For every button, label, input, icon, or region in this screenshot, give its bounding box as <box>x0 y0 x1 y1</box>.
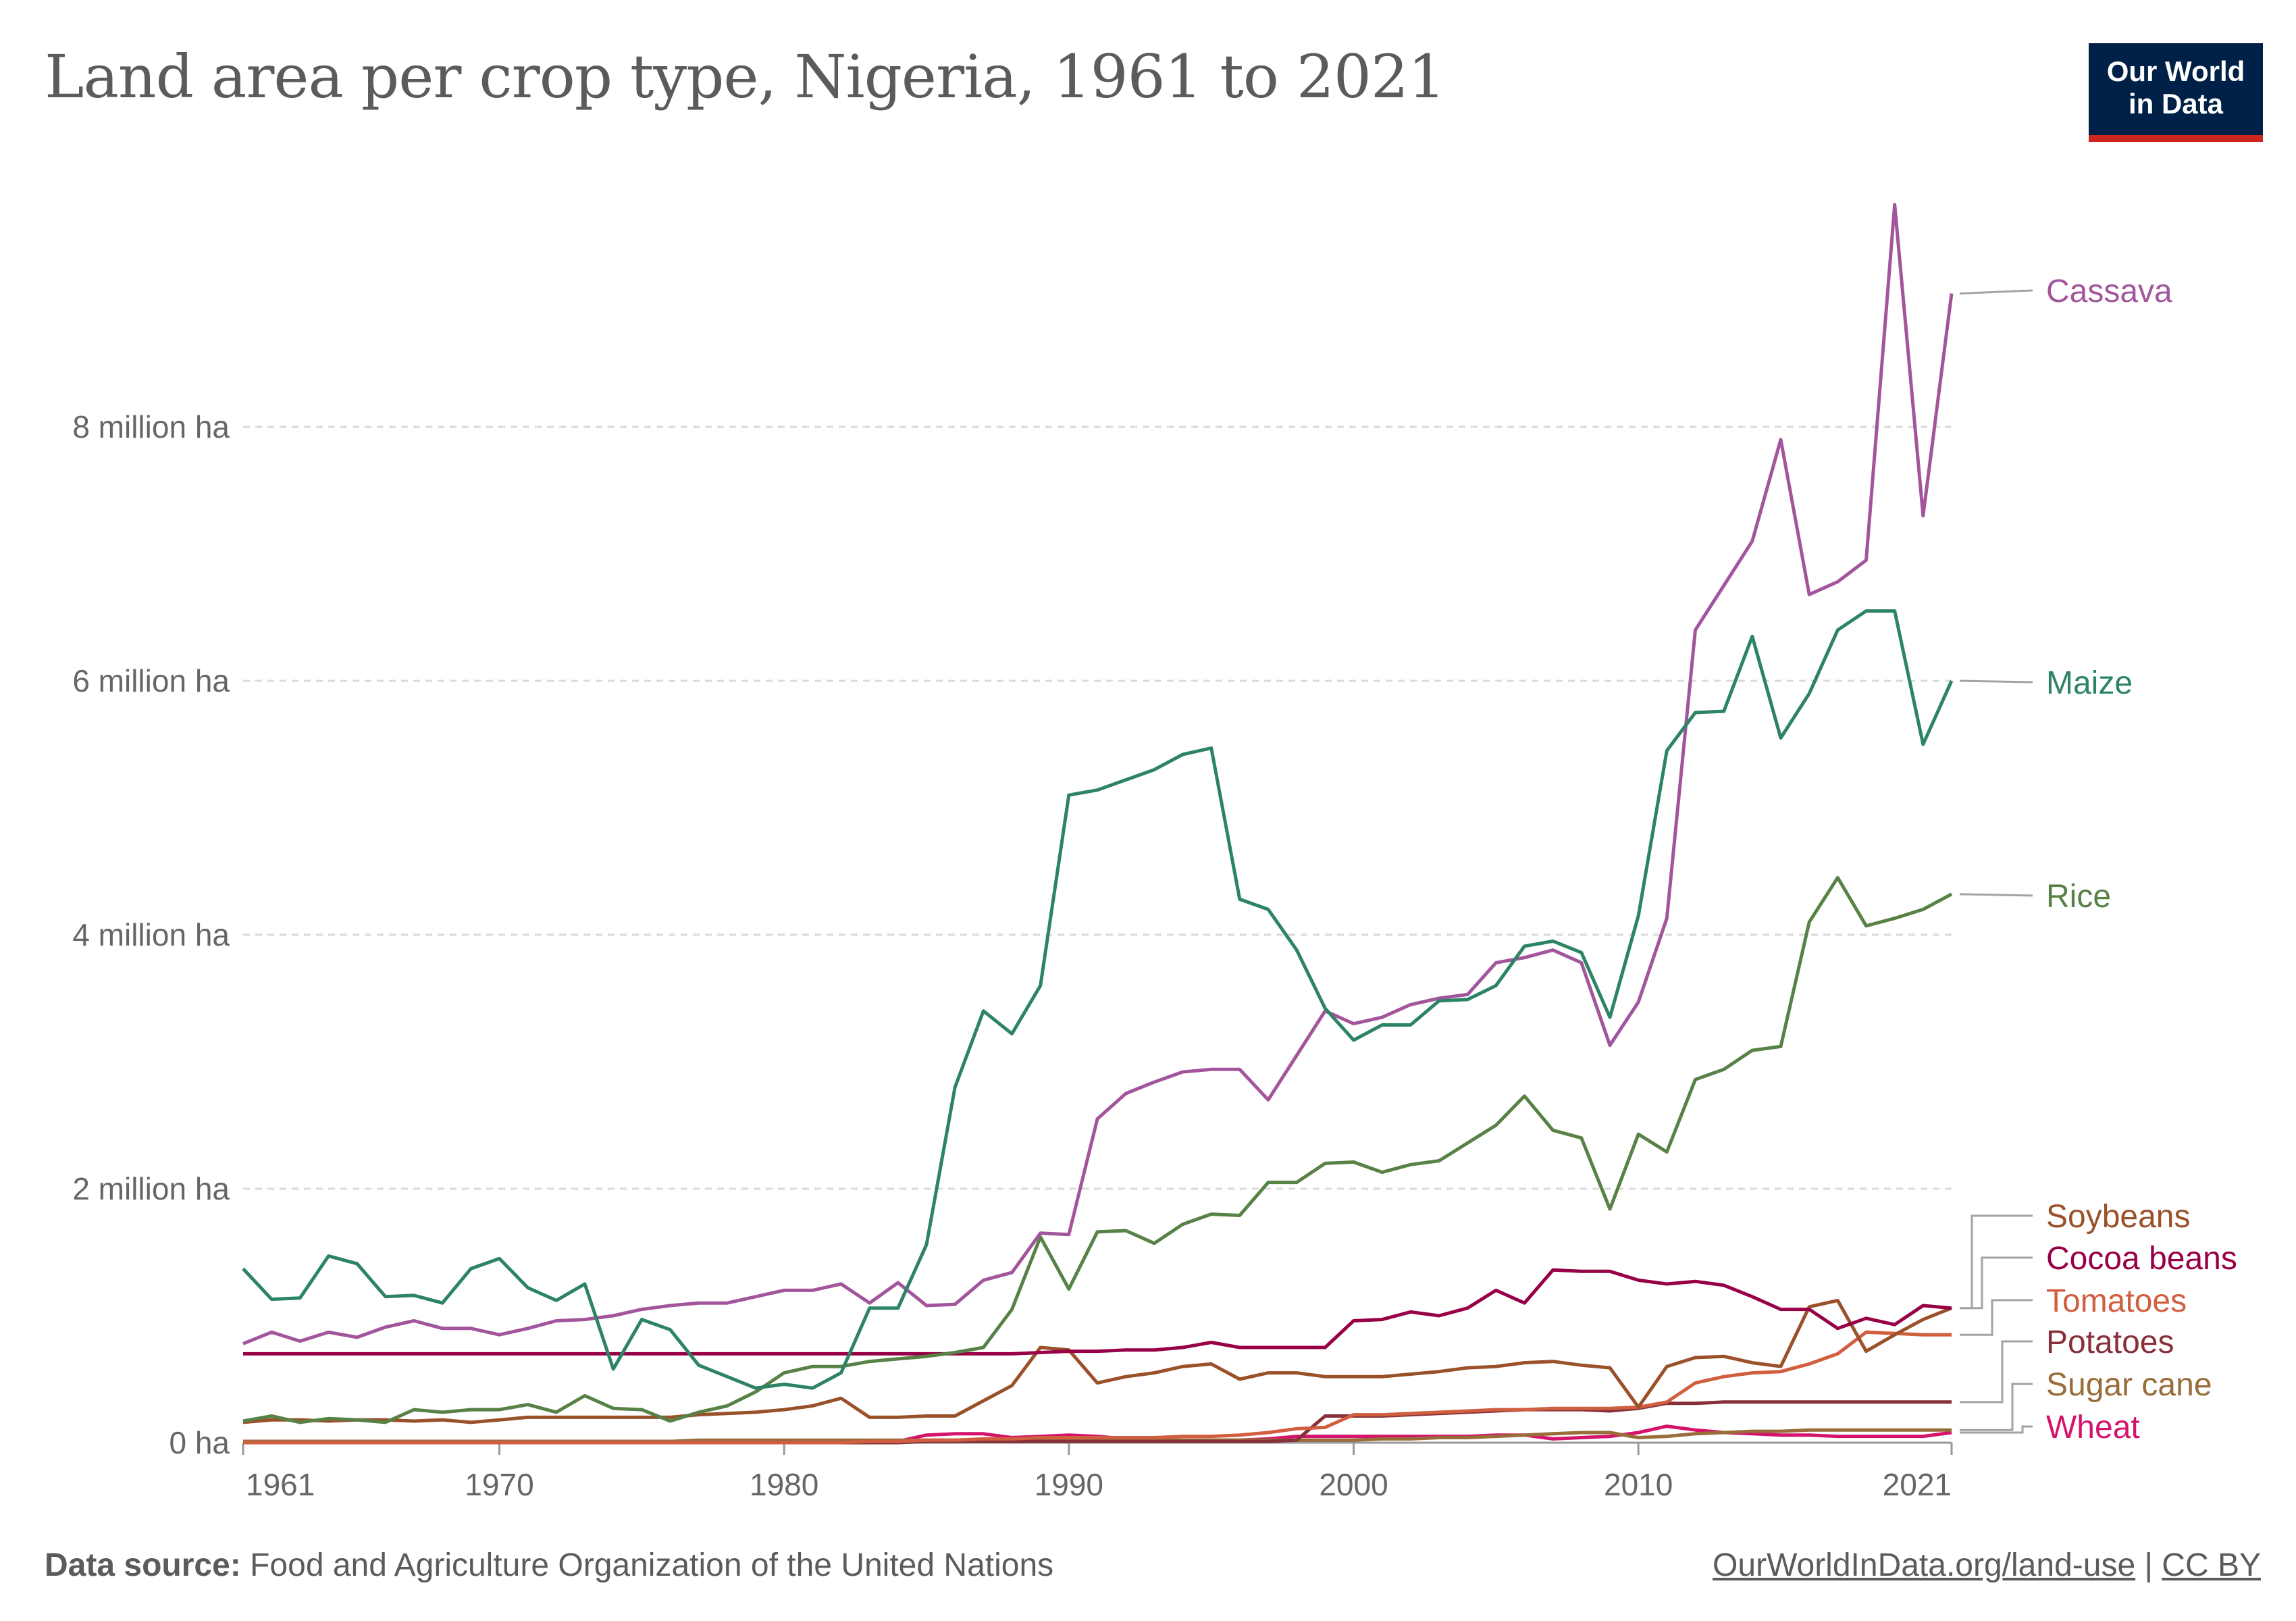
footer-separator: | <box>2144 1547 2153 1583</box>
source-link[interactable]: OurWorldInData.org/land-use <box>1713 1547 2136 1583</box>
label-connector <box>1960 1214 2033 1310</box>
label-connector <box>1960 1425 2033 1434</box>
y-tick-label: 6 million ha <box>72 663 230 698</box>
label-connector <box>1960 1340 2033 1404</box>
series-line-cassava[interactable] <box>242 203 1954 1345</box>
series-label-rice[interactable]: Rice <box>2046 879 2111 915</box>
y-tick-label: 2 million ha <box>72 1171 230 1206</box>
label-connector <box>1959 679 2033 684</box>
footer-links: OurWorldInData.org/land-use | CC BY <box>1713 1547 2261 1584</box>
logo-accent-bar <box>2089 135 2263 142</box>
y-tick-label: 0 ha <box>169 1425 230 1460</box>
data-source-text: Food and Agriculture Organization of the… <box>250 1547 1054 1583</box>
series-line-tomatoes[interactable] <box>243 1330 1952 1445</box>
series-label-wheat[interactable]: Wheat <box>2046 1410 2140 1445</box>
x-tick-label: 2010 <box>1604 1467 1673 1502</box>
label-connector <box>1959 893 2033 897</box>
label-connector <box>1959 289 2033 295</box>
series-label-potatoes[interactable]: Potatoes <box>2046 1324 2174 1360</box>
y-tick-label: 8 million ha <box>72 409 230 444</box>
data-source-label: Data source: <box>45 1547 241 1583</box>
series-label-sugar-cane[interactable]: Sugar cane <box>2046 1367 2212 1403</box>
chart-title: Land area per crop type, Nigeria, 1961 t… <box>45 42 1446 111</box>
label-connector <box>1960 1256 2033 1310</box>
x-tick-label: 2000 <box>1319 1467 1388 1502</box>
data-source: Data source: Food and Agriculture Organi… <box>45 1547 1053 1584</box>
series-line-soybeans[interactable] <box>242 1298 1952 1424</box>
x-tick-label: 2021 <box>1883 1467 1952 1502</box>
series-line-maize[interactable] <box>242 609 1954 1390</box>
series-label-maize[interactable]: Maize <box>2046 665 2133 701</box>
series-label-cassava[interactable]: Cassava <box>2046 274 2172 309</box>
series-label-tomatoes[interactable]: Tomatoes <box>2046 1283 2187 1319</box>
label-connector <box>1960 1299 2033 1336</box>
x-tick-label: 1990 <box>1035 1467 1103 1502</box>
series-line-rice[interactable] <box>242 875 1953 1424</box>
series-label-soybeans[interactable]: Soybeans <box>2046 1199 2191 1235</box>
label-connector <box>1960 1383 2033 1431</box>
series-label-cocoa-beans[interactable]: Cocoa beans <box>2046 1241 2237 1277</box>
logo-line-2: in Data <box>2128 88 2224 120</box>
license-link[interactable]: CC BY <box>2162 1547 2261 1583</box>
logo-line-1: Our World <box>2106 55 2245 87</box>
x-tick-label: 1961 <box>246 1467 315 1502</box>
y-tick-label: 4 million ha <box>72 917 230 952</box>
series-line-cocoa-beans[interactable] <box>243 1268 1952 1356</box>
x-tick-label: 1980 <box>750 1467 818 1502</box>
owid-logo[interactable]: Our World in Data <box>2089 43 2263 142</box>
x-tick-label: 1970 <box>465 1467 533 1502</box>
